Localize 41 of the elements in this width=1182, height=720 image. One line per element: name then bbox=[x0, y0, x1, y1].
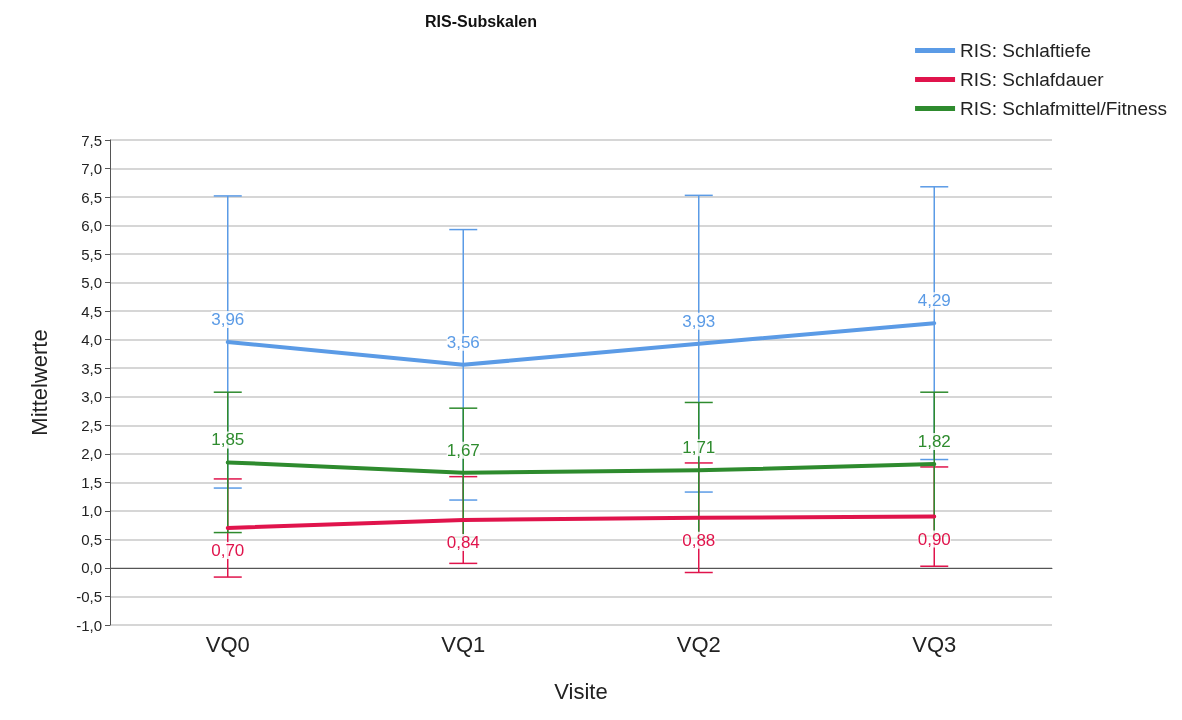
data-label: 4,29 bbox=[917, 291, 951, 311]
y-tick-label: 2,5 bbox=[81, 416, 102, 434]
y-tick-label: -0,5 bbox=[76, 587, 102, 605]
chart-title: RIS-Subskalen bbox=[425, 12, 538, 30]
data-label: 3,56 bbox=[446, 332, 480, 352]
y-tick-label: 4,0 bbox=[81, 331, 102, 349]
data-label: 1,82 bbox=[917, 432, 951, 452]
y-tick-label: 5,0 bbox=[81, 274, 102, 292]
y-tick-label: 0,0 bbox=[81, 559, 102, 577]
y-tick-label: -1,0 bbox=[76, 616, 102, 634]
x-tick-label: VQ0 bbox=[205, 631, 250, 657]
line-series bbox=[225, 514, 937, 530]
y-tick-label: 4,5 bbox=[81, 302, 102, 320]
y-tick-label: 6,0 bbox=[81, 217, 102, 235]
data-label: 1,71 bbox=[682, 438, 716, 458]
x-tick-label: VQ1 bbox=[441, 631, 486, 657]
y-tick-label: 6,5 bbox=[81, 188, 102, 206]
data-label: 0,88 bbox=[682, 530, 716, 550]
y-tick-label: 1,0 bbox=[81, 502, 102, 520]
data-label: 1,85 bbox=[211, 430, 245, 450]
y-tick-label: 5,5 bbox=[81, 245, 102, 263]
x-tick-label: VQ2 bbox=[676, 631, 721, 657]
y-tick-label: 7,0 bbox=[81, 160, 102, 178]
y-tick-label: 3,5 bbox=[81, 359, 102, 377]
legend-label: RIS: Schlafmittel/Fitness bbox=[960, 98, 1167, 119]
x-tick-label: VQ3 bbox=[912, 631, 957, 657]
data-label: 3,93 bbox=[682, 311, 716, 331]
data-label: 0,70 bbox=[211, 541, 245, 560]
y-tick-label: 2,0 bbox=[81, 445, 102, 463]
data-label: 3,96 bbox=[211, 309, 245, 329]
data-label: 1,67 bbox=[446, 440, 480, 460]
x-axis-title: Visite bbox=[554, 678, 608, 704]
y-tick-label: 7,5 bbox=[81, 131, 102, 149]
y-tick-label: 0,5 bbox=[81, 530, 102, 548]
legend-label: RIS: Schlafdauer bbox=[960, 69, 1105, 90]
legend-label: RIS: Schlaftiefe bbox=[960, 40, 1091, 61]
data-label: 0,84 bbox=[446, 533, 480, 553]
y-tick-label: 3,0 bbox=[81, 388, 102, 406]
y-axis-title: Mittelwerte bbox=[26, 329, 52, 436]
data-label: 0,90 bbox=[917, 529, 951, 549]
y-tick-label: 1,5 bbox=[81, 473, 102, 491]
